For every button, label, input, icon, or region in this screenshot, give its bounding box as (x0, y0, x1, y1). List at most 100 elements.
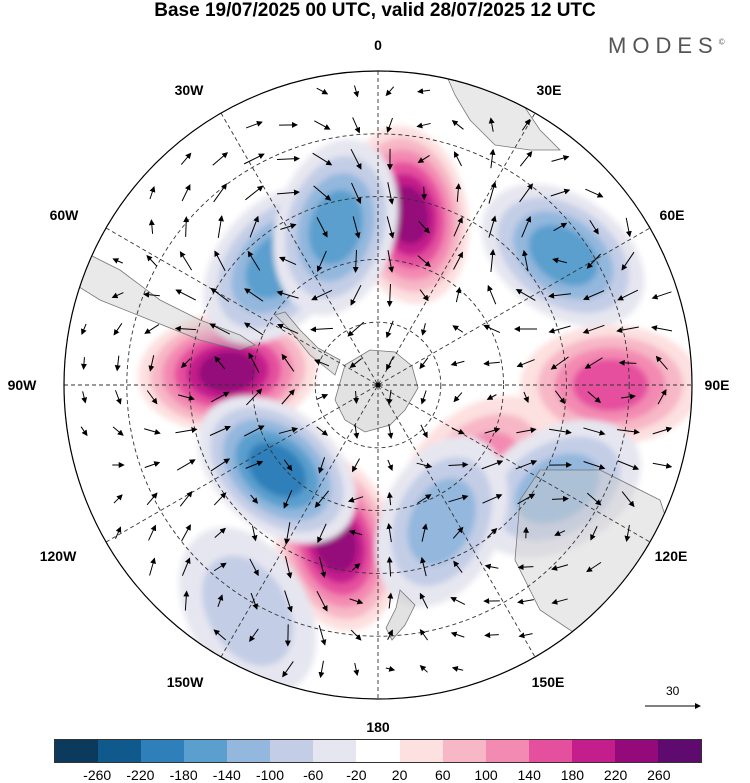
colorbar-swatch (485, 740, 529, 762)
wind-vector (621, 393, 636, 400)
wind-vector (416, 462, 433, 469)
wind-vector (80, 357, 87, 370)
wind-vector (417, 255, 431, 267)
wind-vector (421, 186, 428, 201)
colorbar-tick-label: -100 (255, 767, 285, 783)
wind-vector (318, 660, 325, 679)
wind-vector (80, 426, 88, 437)
wind-vector (483, 324, 501, 333)
colorbar-swatch (614, 740, 658, 762)
graticule (64, 71, 692, 699)
wind-vector (551, 495, 570, 502)
wind-vector (582, 324, 605, 334)
wind-vector (276, 189, 300, 196)
wind-vector (113, 494, 123, 504)
lon-label-120w: 120W (39, 548, 77, 564)
colorbar-swatch (571, 740, 615, 762)
wind-vector (212, 152, 229, 166)
wind-vector (618, 359, 637, 366)
wind-vector (353, 662, 360, 677)
colorbar-tick-label: 20 (391, 767, 408, 783)
wind-vector (515, 460, 538, 470)
wind-vector (350, 148, 362, 170)
wind-vector (483, 360, 500, 367)
wind-vector (419, 664, 428, 673)
wind-vector (209, 425, 231, 436)
wind-vector (245, 185, 264, 201)
wind-vector (318, 457, 326, 474)
wind-vector (420, 424, 428, 439)
wind-vector (586, 253, 601, 269)
wind-vector (386, 356, 394, 371)
wind-vector (174, 325, 197, 332)
wind-vector (420, 556, 427, 577)
south-pole-marker (375, 382, 381, 388)
wind-vector (455, 286, 462, 303)
colorbar-tick-label: 260 (647, 767, 671, 783)
wind-vector (551, 155, 570, 162)
wind-vector (419, 357, 429, 370)
wind-vector (351, 563, 361, 571)
wind-vector (244, 425, 265, 437)
wind-vector (146, 255, 158, 267)
negative-anomaly (273, 138, 399, 316)
wind-vector (81, 323, 87, 336)
wind-vector (180, 152, 192, 165)
colorbar (54, 739, 702, 763)
wind-vector (453, 392, 463, 403)
wind-vector (453, 251, 463, 270)
colorbar-swatch (528, 740, 572, 762)
wind-vector (550, 188, 571, 197)
colorbar-tick-label: 60 (435, 767, 451, 783)
wind-vector (416, 122, 431, 129)
wind-vector (179, 251, 193, 271)
wind-vector (282, 661, 294, 678)
wind-vector (385, 665, 396, 672)
wind-vector (183, 590, 190, 611)
colorbar-swatch (141, 740, 185, 762)
wind-vector (617, 289, 639, 301)
wind-vector (245, 121, 263, 129)
wind-vector (213, 183, 227, 203)
colorbar-tick-label: 180 (560, 767, 585, 783)
wind-vector (347, 496, 364, 503)
lon-label-150w: 150W (166, 674, 204, 690)
latitude-circle (251, 258, 505, 512)
lon-label-120e: 120E (654, 548, 688, 564)
wind-vector (451, 666, 464, 672)
map-boundary (63, 70, 693, 700)
wind-vector (144, 324, 160, 334)
wind-vector (489, 249, 496, 272)
wind-vector (552, 257, 567, 264)
wind-vector (586, 492, 602, 506)
wind-vector (450, 631, 465, 638)
wind-vector (181, 557, 191, 576)
wind-vector (347, 321, 365, 337)
wind-vector (317, 523, 327, 544)
wind-vector (149, 557, 156, 576)
wind-vector (111, 292, 124, 299)
colorbar-tick-label: -20 (346, 767, 367, 783)
wind-vector (387, 182, 395, 205)
brand-mark: © (718, 37, 725, 47)
wind-vector (386, 556, 393, 577)
wind-vector (517, 598, 534, 605)
wind-vector (451, 427, 465, 435)
wind-vector (316, 426, 329, 436)
wind-vector (416, 494, 432, 504)
colorbar-swatch (98, 740, 142, 762)
wind-vector (319, 556, 327, 579)
wind-vector (353, 85, 360, 98)
wind-vector (352, 249, 359, 273)
wind-vector (311, 289, 333, 301)
wind-vector (621, 491, 635, 508)
wind-vector (245, 460, 264, 469)
colorbar-swatch (55, 740, 99, 762)
wind-vector (181, 184, 191, 202)
latitude-circle (126, 133, 630, 637)
wind-vector (584, 357, 603, 369)
wind-vector (277, 323, 299, 334)
wind-vector (183, 216, 190, 237)
wind-vector (146, 390, 158, 405)
